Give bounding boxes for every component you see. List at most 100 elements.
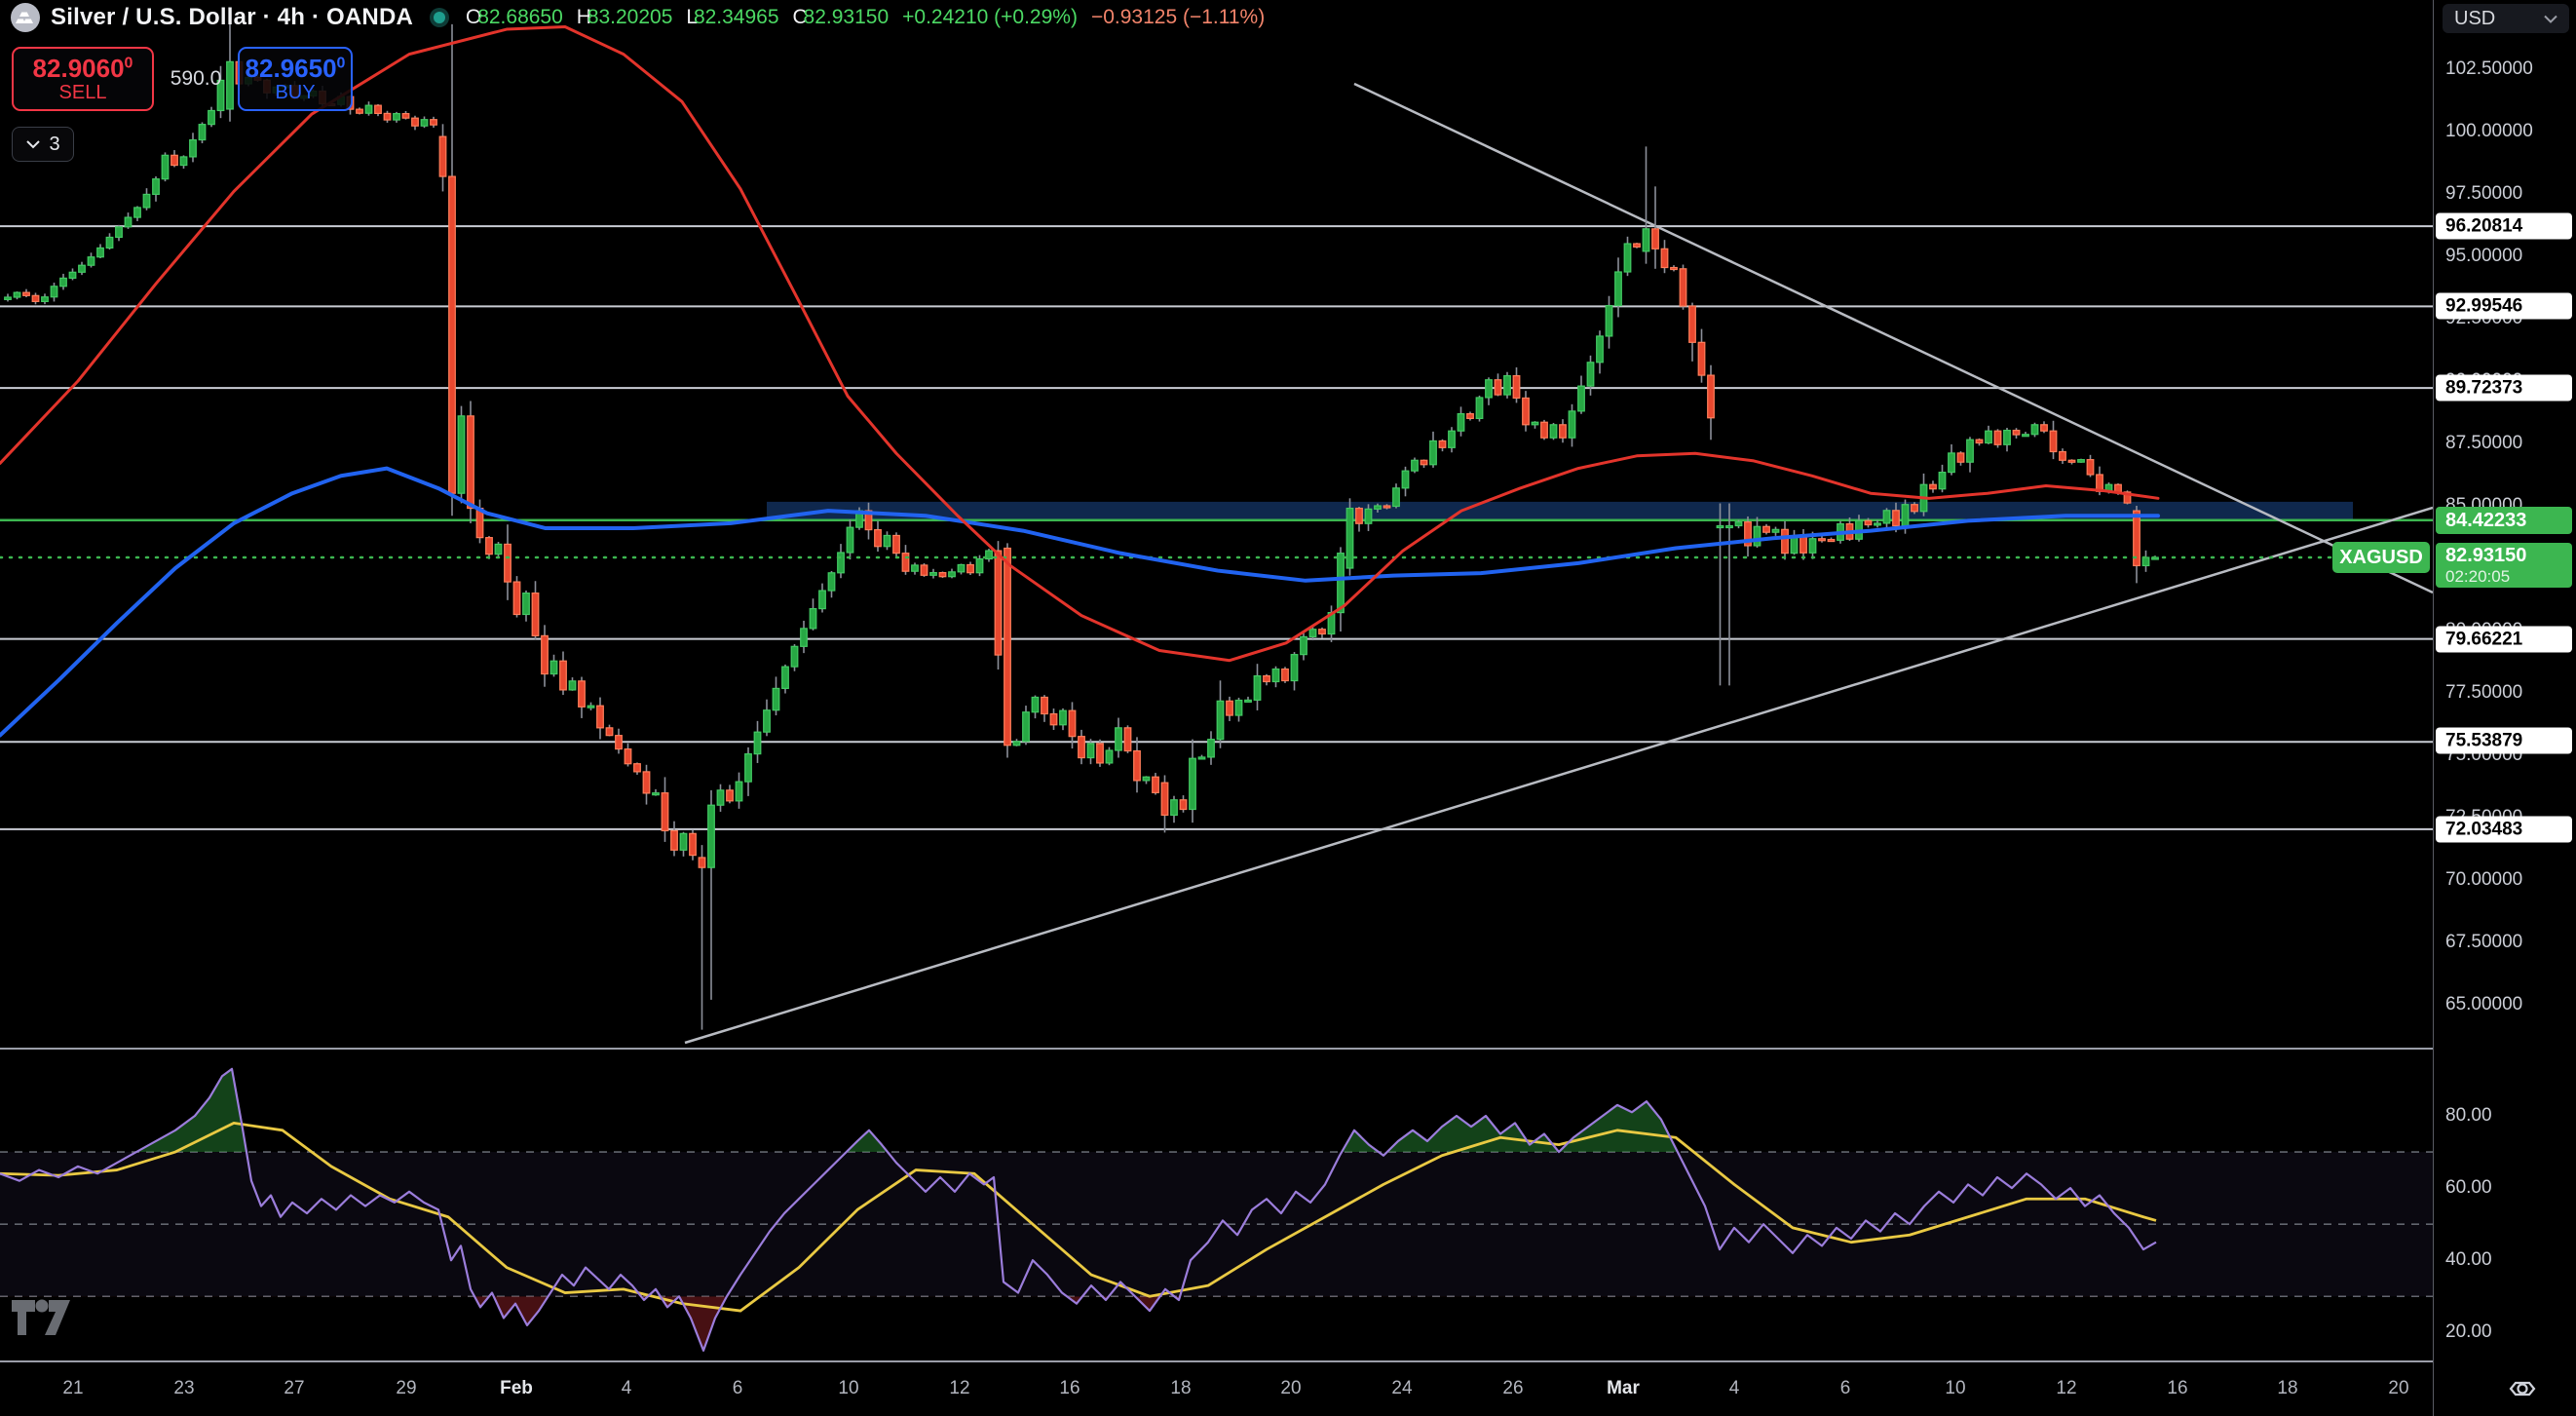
- candle-up: [1948, 452, 1955, 474]
- ma-slow-blue-line[interactable]: [0, 466, 2160, 738]
- candle-up: [929, 572, 937, 576]
- time-tick-label: 16: [1059, 1378, 1080, 1398]
- candle-up: [568, 680, 577, 691]
- candle-down: [2133, 510, 2140, 567]
- candle-up: [1966, 439, 1974, 463]
- candle-up: [115, 226, 123, 239]
- candle-up: [105, 236, 114, 249]
- sell-button[interactable]: 82.90600 SELL: [12, 47, 154, 111]
- candle-down: [1827, 538, 1836, 543]
- candle-down: [1864, 519, 1873, 526]
- price-axis[interactable]: USD 102.50000 100.00000 97.50000 95.00000 92…: [2433, 0, 2576, 1416]
- sell-price: 82.9060: [32, 53, 125, 83]
- legend-collapse-chip[interactable]: 3: [12, 127, 74, 162]
- rsi-ma-yellow-line[interactable]: [0, 1122, 2157, 1313]
- currency-selector[interactable]: USD: [2443, 4, 2569, 33]
- candle-up: [1308, 629, 1317, 637]
- candle-up: [142, 193, 151, 209]
- candle-up: [364, 104, 373, 114]
- ascending-support-trendline[interactable]: [684, 506, 2433, 1045]
- candle-down: [2040, 424, 2048, 432]
- candle-down: [624, 747, 632, 765]
- candle-up: [763, 709, 771, 733]
- candle-up: [1623, 243, 1632, 273]
- candle-down: [2086, 459, 2095, 476]
- candle-up: [1985, 430, 1992, 444]
- main-price-pane[interactable]: [0, 19, 2433, 1045]
- supply-zone[interactable]: [767, 501, 2353, 521]
- candle-down: [1781, 528, 1789, 555]
- buy-price-sup: 0: [336, 55, 346, 72]
- candle-down: [1123, 727, 1132, 752]
- current-price-badge: 82.93150 02:20:05: [2436, 543, 2572, 588]
- market-status-icon[interactable]: [429, 7, 450, 28]
- candle-down: [1152, 776, 1159, 793]
- session-change-value: −0.93125 (−1.11%): [1090, 6, 1266, 28]
- candle-down: [689, 832, 697, 857]
- candle-down: [559, 660, 567, 691]
- rsi-pane[interactable]: [0, 1067, 2433, 1352]
- candle-up: [1577, 385, 1585, 412]
- candle-up: [753, 731, 762, 755]
- change-value: +0.24210 (+0.29%): [902, 6, 1078, 28]
- time-tick-label: 16: [2167, 1378, 2188, 1398]
- symbol-title[interactable]: Silver / U.S. Dollar · 4h · OANDA: [51, 4, 414, 30]
- candle-down: [874, 528, 882, 548]
- candle-up: [78, 264, 86, 273]
- time-tick-label: 29: [396, 1378, 417, 1398]
- ma-fast-red-line[interactable]: [0, 24, 2160, 663]
- candle-down: [374, 104, 382, 114]
- candle-up: [1290, 654, 1299, 682]
- candle-up: [781, 666, 789, 690]
- current-price-value: 82.93150: [2445, 544, 2527, 566]
- candle-up: [1614, 271, 1622, 307]
- candle-up: [1411, 459, 1419, 472]
- candle-down: [1383, 505, 1391, 509]
- candle-up: [1234, 699, 1243, 716]
- chart-canvas[interactable]: [0, 0, 2433, 1361]
- price-tick-label: 95.00000: [2445, 246, 2523, 266]
- candle-up: [133, 207, 141, 218]
- candle-down: [864, 510, 873, 531]
- candle-up: [1012, 741, 1021, 746]
- candle-down: [1494, 379, 1502, 396]
- candle-up: [1771, 528, 1780, 533]
- pane-separator[interactable]: [0, 1048, 2576, 1050]
- candle-up: [1568, 410, 1576, 439]
- gear-icon[interactable]: [2506, 1372, 2539, 1405]
- rsi-tick-label: 40.00: [2445, 1249, 2492, 1270]
- rsi-purple-line[interactable]: [0, 1067, 2157, 1352]
- candle-up: [4, 296, 12, 300]
- price-tick-label: 100.00000: [2445, 121, 2533, 141]
- tradingview-logo-watermark: [12, 1299, 70, 1335]
- candle-up: [975, 557, 984, 574]
- candle-down: [661, 792, 669, 832]
- time-axis[interactable]: 21 23 27 29 Feb 4 6 10 12 16 18 20 24 26 Mar 4 6 10 12 16 18…: [0, 1361, 2576, 1416]
- candle-up: [208, 109, 215, 126]
- close-value: 82.93150: [803, 6, 890, 28]
- candle-up: [827, 572, 836, 592]
- candle-down: [1670, 266, 1678, 271]
- candle-up: [124, 216, 133, 228]
- candle-up: [1392, 487, 1400, 508]
- candle-up: [198, 124, 207, 141]
- time-tick-label: 27: [284, 1378, 305, 1398]
- chevron-down-icon: [26, 140, 41, 149]
- candle-up: [818, 590, 826, 610]
- candle-down: [1041, 696, 1048, 715]
- candle-wicks: [7, 19, 2156, 1030]
- time-axis-separator: [0, 1360, 2576, 1362]
- candle-down: [438, 135, 447, 177]
- level-price-badge: 89.72373: [2436, 374, 2572, 402]
- candle-down: [1707, 374, 1715, 419]
- candle-up: [13, 291, 21, 298]
- level-price-badge: 72.03483: [2436, 816, 2572, 843]
- price-tick-label: 102.50000: [2445, 58, 2533, 79]
- candle-up: [494, 543, 503, 555]
- candle-down: [1818, 538, 1826, 542]
- descending-resistance-trendline[interactable]: [1353, 82, 2433, 594]
- candle-up: [1345, 507, 1354, 569]
- candle-up: [1170, 799, 1178, 817]
- candle-down: [1096, 743, 1104, 764]
- buy-button[interactable]: 82.96500 BUY: [238, 47, 353, 111]
